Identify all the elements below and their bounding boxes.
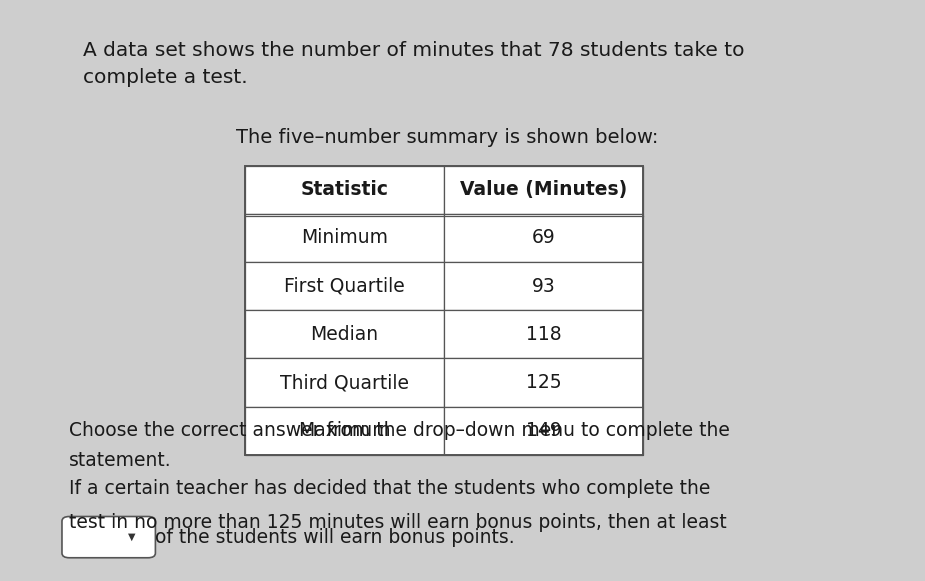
Bar: [444, 214, 643, 262]
Bar: [245, 310, 444, 358]
Bar: [245, 262, 444, 310]
Bar: [444, 310, 643, 358]
Bar: [444, 358, 643, 407]
Text: A data set shows the number of minutes that 78 students take to
complete a test.: A data set shows the number of minutes t…: [83, 41, 745, 87]
Bar: [444, 407, 643, 455]
Bar: [245, 407, 444, 455]
Text: of the students will earn bonus points.: of the students will earn bonus points.: [155, 528, 515, 547]
FancyBboxPatch shape: [62, 517, 155, 558]
Text: test in no more than 125 minutes will earn bonus points, then at least: test in no more than 125 minutes will ea…: [69, 513, 727, 532]
Text: Statistic: Statistic: [301, 180, 388, 199]
Text: ▼: ▼: [128, 532, 135, 542]
Text: 149: 149: [525, 421, 561, 440]
Text: Minimum: Minimum: [301, 228, 388, 248]
Text: 118: 118: [525, 325, 561, 344]
Text: If a certain teacher has decided that the students who complete the: If a certain teacher has decided that th…: [69, 479, 710, 498]
Text: Choose the correct answer from the drop–down menu to complete the
statement.: Choose the correct answer from the drop–…: [69, 421, 730, 469]
Text: 93: 93: [532, 277, 555, 296]
Text: Value (Minutes): Value (Minutes): [460, 180, 627, 199]
Bar: [245, 166, 444, 214]
Text: 125: 125: [525, 373, 561, 392]
Text: The five–number summary is shown below:: The five–number summary is shown below:: [236, 128, 659, 147]
Text: Third Quartile: Third Quartile: [280, 373, 409, 392]
Bar: [245, 358, 444, 407]
Text: Median: Median: [311, 325, 378, 344]
Text: First Quartile: First Quartile: [284, 277, 405, 296]
Bar: [444, 166, 643, 214]
Text: 69: 69: [532, 228, 555, 248]
Bar: [444, 262, 643, 310]
Text: Maximum: Maximum: [298, 421, 391, 440]
Bar: [245, 214, 444, 262]
